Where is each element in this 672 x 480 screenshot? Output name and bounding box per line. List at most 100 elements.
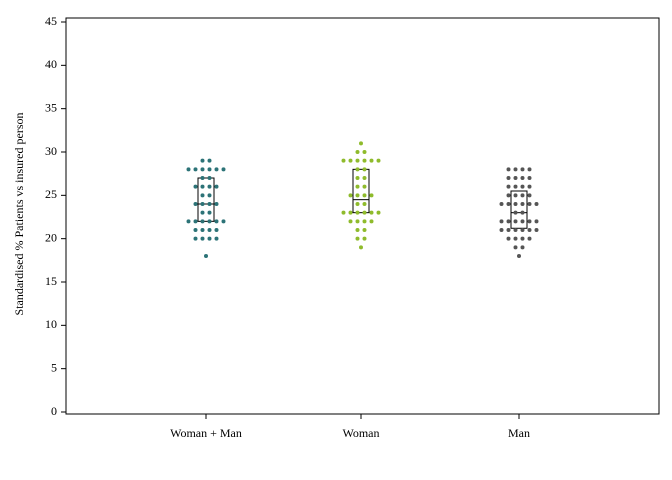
dot bbox=[207, 176, 212, 180]
dot bbox=[520, 245, 525, 250]
dot bbox=[193, 184, 198, 189]
y-tick-label: 30 bbox=[45, 144, 57, 158]
dot bbox=[520, 202, 525, 206]
dot bbox=[527, 202, 532, 206]
dot bbox=[506, 184, 511, 189]
dot bbox=[513, 245, 518, 250]
y-tick-label: 45 bbox=[45, 14, 57, 28]
dot bbox=[207, 219, 212, 224]
x-tick-label: Woman + Man bbox=[170, 426, 242, 440]
dot bbox=[214, 184, 219, 189]
box bbox=[197, 177, 215, 222]
y-tick-label: 40 bbox=[45, 57, 57, 71]
dot bbox=[355, 167, 360, 172]
y-axis-label: Standardised % Patients vs insured perso… bbox=[12, 113, 26, 316]
dot bbox=[359, 141, 363, 146]
y-tick-label: 35 bbox=[45, 100, 57, 114]
dot bbox=[362, 210, 367, 215]
y-tick-label: 10 bbox=[45, 317, 57, 331]
dot bbox=[517, 254, 521, 258]
dot bbox=[193, 202, 198, 206]
dot bbox=[362, 167, 367, 172]
dot bbox=[200, 167, 205, 172]
dot bbox=[214, 167, 219, 172]
dot bbox=[513, 219, 518, 224]
dot bbox=[376, 158, 381, 163]
dot bbox=[193, 219, 198, 224]
dot bbox=[362, 228, 367, 232]
dot bbox=[355, 158, 360, 163]
dot bbox=[200, 184, 205, 189]
dot bbox=[527, 184, 532, 189]
dot bbox=[520, 193, 525, 198]
dot bbox=[207, 202, 212, 206]
dot bbox=[355, 193, 360, 198]
dot bbox=[200, 210, 205, 215]
dot bbox=[214, 228, 219, 232]
dot bbox=[193, 236, 198, 241]
dot bbox=[362, 202, 367, 206]
y-tick-label: 20 bbox=[45, 230, 57, 244]
dot bbox=[200, 193, 205, 198]
dot bbox=[207, 184, 212, 189]
dot bbox=[369, 193, 374, 198]
dot bbox=[355, 176, 360, 180]
dot bbox=[200, 228, 205, 232]
dot bbox=[348, 210, 353, 215]
y-tick-label: 15 bbox=[45, 274, 57, 288]
dot bbox=[499, 219, 504, 224]
dot bbox=[527, 167, 532, 172]
dot bbox=[355, 202, 360, 206]
dot bbox=[348, 193, 353, 198]
dot bbox=[534, 219, 539, 224]
dot bbox=[369, 158, 374, 163]
dot bbox=[355, 236, 360, 241]
dot bbox=[355, 210, 360, 215]
dot bbox=[207, 167, 212, 172]
dot bbox=[513, 184, 518, 189]
dot bbox=[527, 176, 532, 180]
dot bbox=[520, 228, 525, 232]
dot bbox=[362, 219, 367, 224]
x-tick-label: Man bbox=[508, 426, 530, 440]
dot bbox=[200, 219, 205, 224]
dot bbox=[513, 167, 518, 172]
dot bbox=[193, 228, 198, 232]
dot bbox=[376, 210, 381, 215]
dot bbox=[369, 210, 374, 215]
dot bbox=[499, 202, 504, 206]
dot bbox=[499, 228, 504, 232]
dot bbox=[506, 219, 511, 224]
dot bbox=[355, 228, 360, 232]
dot bbox=[506, 202, 511, 206]
dot bbox=[362, 176, 367, 180]
dot bbox=[362, 193, 367, 198]
y-tick-label: 25 bbox=[45, 187, 57, 201]
dot bbox=[207, 210, 212, 215]
dot bbox=[527, 228, 532, 232]
dot bbox=[527, 219, 532, 224]
dot bbox=[214, 236, 219, 241]
dot bbox=[506, 176, 511, 180]
dot bbox=[200, 236, 205, 241]
dot bbox=[362, 236, 367, 241]
dot bbox=[506, 167, 511, 172]
dot bbox=[520, 236, 525, 241]
dot bbox=[348, 219, 353, 224]
dot bbox=[506, 236, 511, 241]
dot bbox=[359, 245, 363, 250]
dot bbox=[207, 158, 212, 163]
dot bbox=[520, 167, 525, 172]
dot bbox=[207, 228, 212, 232]
dot bbox=[513, 228, 518, 232]
dot bbox=[341, 210, 346, 215]
dot bbox=[355, 219, 360, 224]
dot bbox=[513, 193, 518, 198]
dot bbox=[506, 228, 511, 232]
dot bbox=[362, 158, 367, 163]
y-tick-label: 0 bbox=[51, 404, 57, 418]
dot bbox=[200, 158, 205, 163]
dot bbox=[204, 254, 208, 258]
